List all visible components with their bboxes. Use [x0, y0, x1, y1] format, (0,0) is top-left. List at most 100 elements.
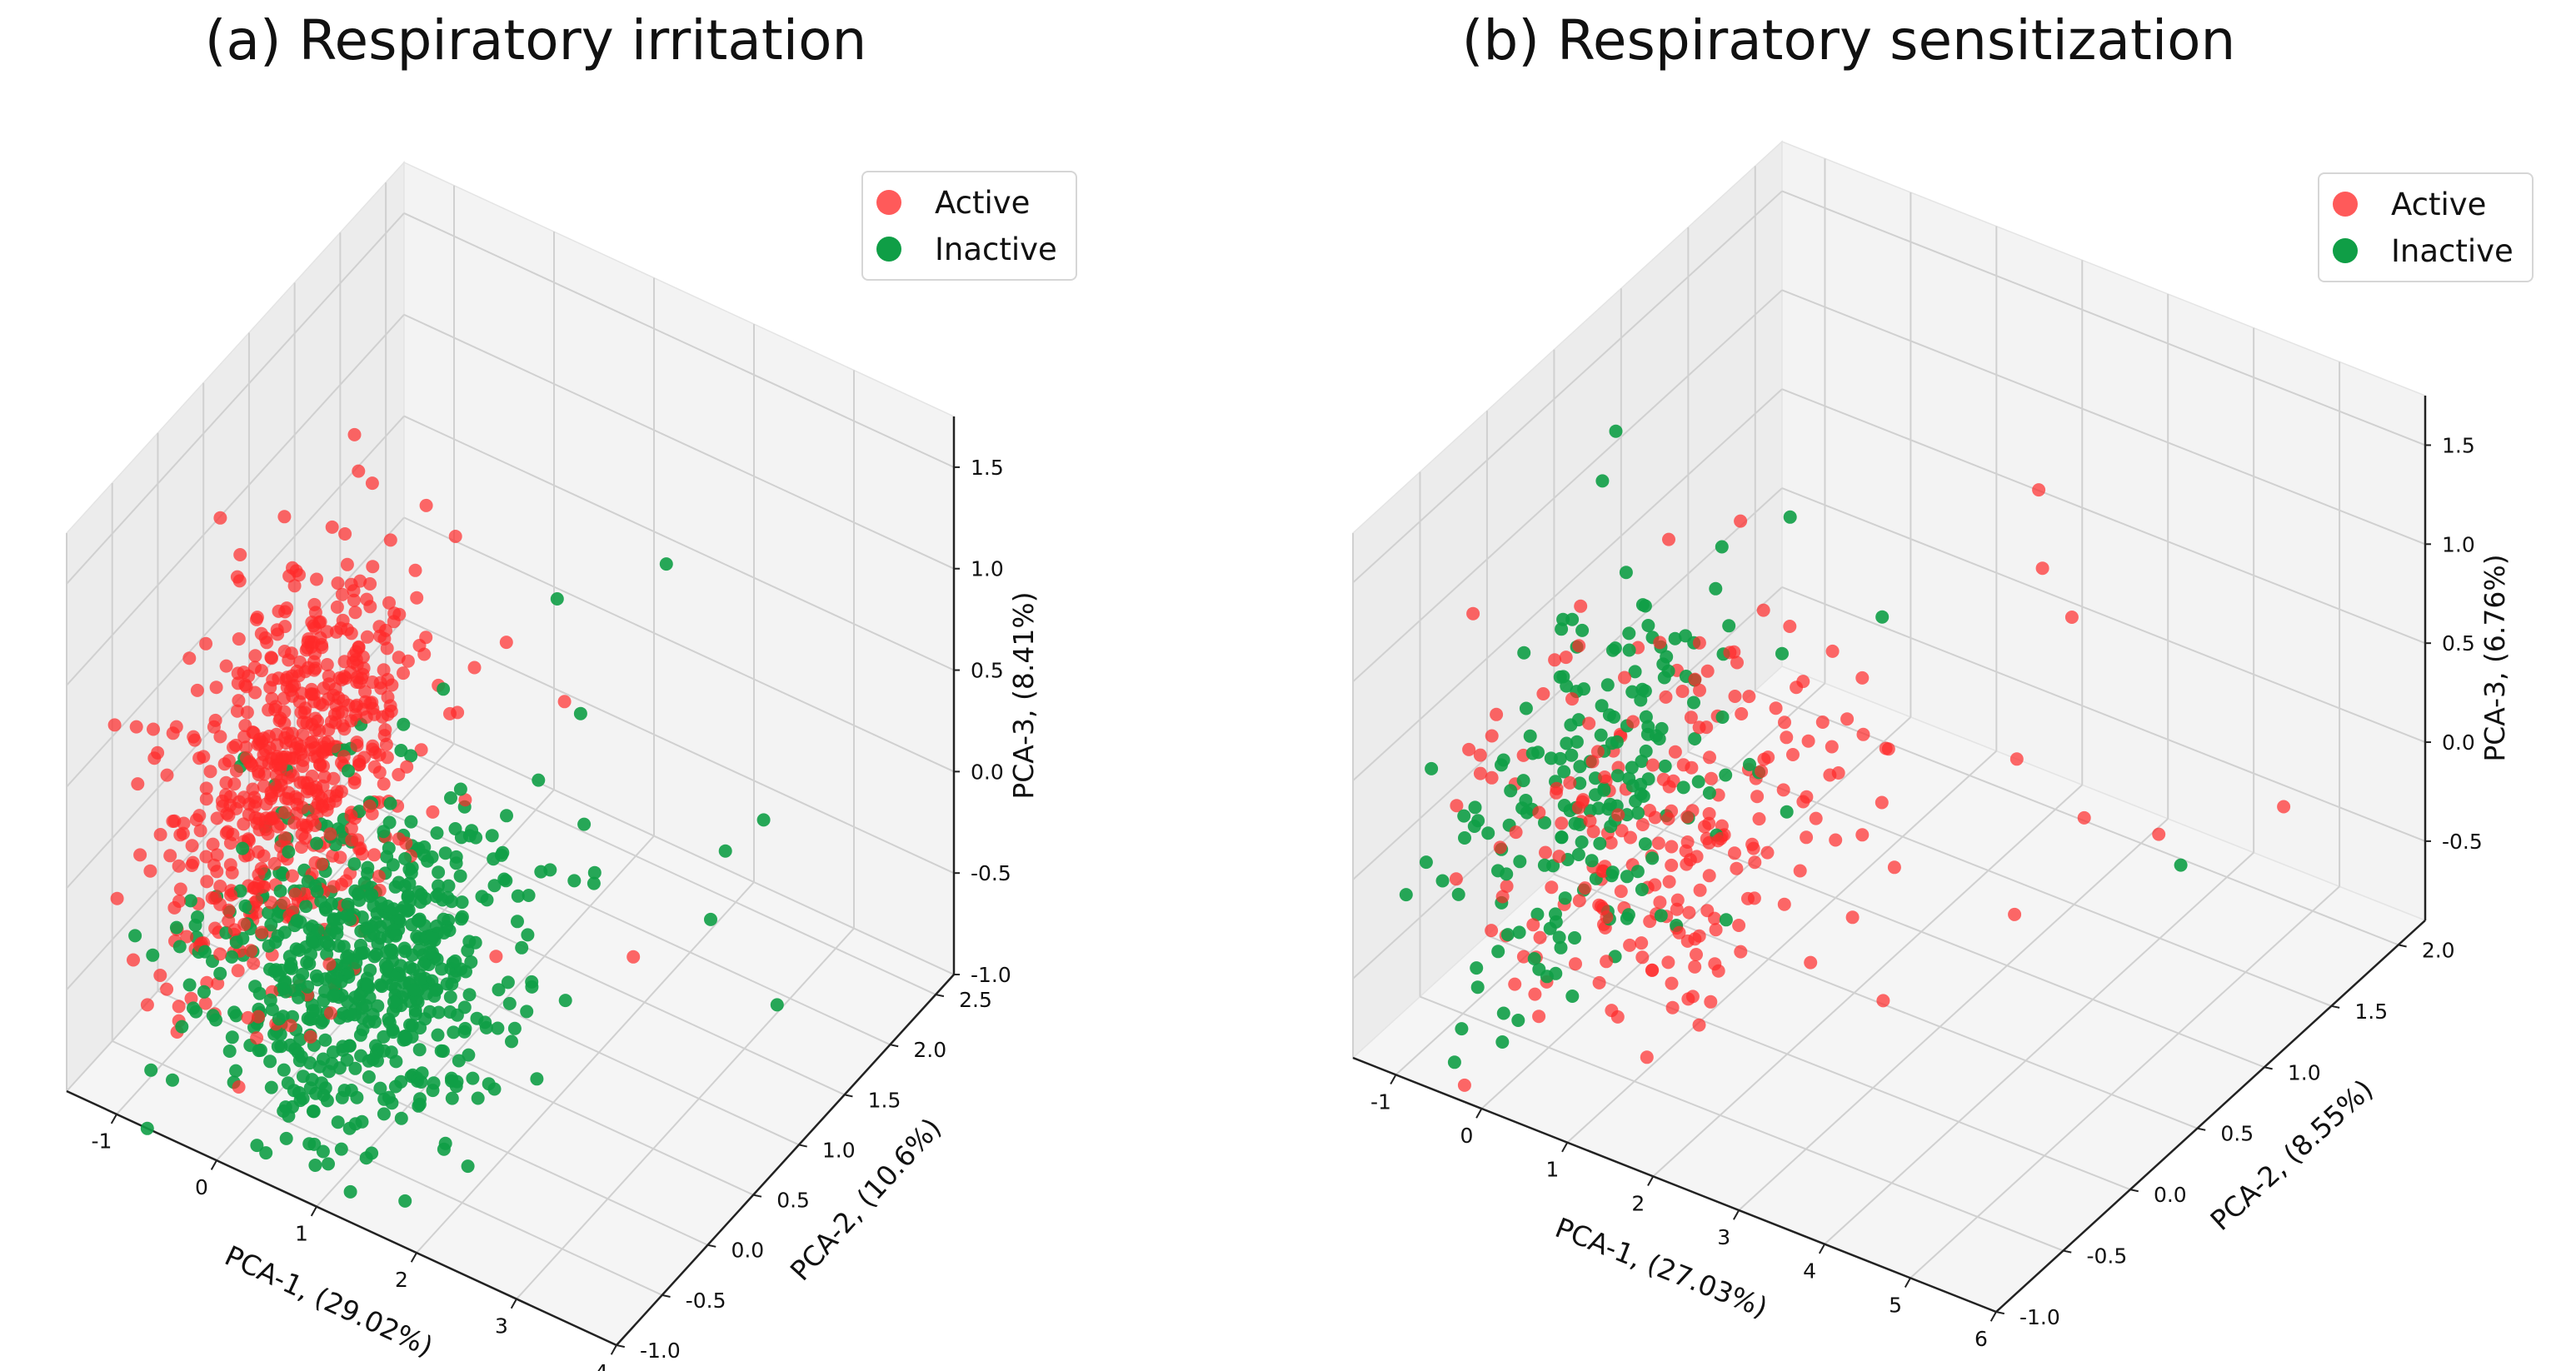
data-point-active [2035, 561, 2049, 576]
y-tick-label: -0.5 [2086, 1244, 2127, 1269]
chart-panel-a: (a) Respiratory irritation -1 0 1 2 3 4 -1.0 -0… [65, 8, 1077, 1371]
x-axis-line [66, 1089, 617, 1347]
data-point-active [1545, 880, 1559, 895]
data-point-inactive [1691, 775, 1705, 789]
data-point-inactive [322, 1064, 336, 1079]
data-point-inactive [431, 1028, 445, 1042]
data-point-inactive [388, 929, 402, 943]
data-point-active [160, 768, 174, 782]
data-point-active [294, 840, 308, 854]
inactive-marker-icon [2333, 238, 2358, 263]
data-point-active [192, 809, 207, 823]
data-point-inactive [277, 1104, 291, 1118]
grid-line [1781, 388, 2426, 645]
data-point-inactive [1538, 815, 1551, 830]
data-point-active [317, 740, 331, 754]
data-point-active [1559, 651, 1573, 665]
y-tick-label-mark [616, 1344, 626, 1349]
data-point-active [338, 671, 352, 686]
data-point-inactive [238, 899, 252, 913]
data-point-active [360, 630, 374, 644]
data-point-active [1692, 636, 1706, 650]
data-point-inactive [1558, 891, 1572, 905]
data-point-inactive [1631, 806, 1645, 820]
data-point-active [1526, 918, 1540, 932]
data-point-inactive [144, 1063, 158, 1077]
data-point-inactive [282, 845, 296, 859]
chart-title: (a) Respiratory irritation [204, 8, 867, 72]
data-point-inactive [370, 906, 384, 920]
x-tick-label: 5 [1889, 1293, 1902, 1317]
data-point-active [293, 656, 307, 669]
data-point-active [231, 964, 245, 978]
data-point-active [288, 887, 302, 901]
data-point-inactive [302, 1137, 317, 1151]
data-point-inactive [1560, 679, 1574, 693]
data-point-inactive [1620, 870, 1634, 884]
data-point-inactive [387, 995, 401, 1009]
data-point-inactive [1435, 874, 1450, 888]
data-point-active [1569, 957, 1582, 971]
grid-line [1824, 851, 2254, 1245]
data-point-inactive [465, 824, 479, 838]
data-point-inactive [272, 1012, 286, 1026]
data-point-active [1800, 790, 1814, 804]
data-point-active [1670, 902, 1684, 916]
data-point-inactive [1549, 915, 1563, 929]
data-point-active [1572, 894, 1586, 908]
data-point-active [1665, 840, 1679, 854]
data-point-inactive [229, 1064, 243, 1078]
data-point-active [153, 969, 167, 982]
data-point-inactive [401, 890, 415, 904]
data-point-active [1723, 646, 1737, 660]
data-point-inactive [718, 844, 732, 858]
data-point-inactive [225, 1030, 239, 1044]
data-point-active [1855, 828, 1870, 842]
data-point-inactive [425, 850, 439, 864]
data-point-active [273, 762, 287, 776]
data-point-active [239, 750, 253, 765]
data-point-inactive [1575, 835, 1589, 849]
data-point-inactive [397, 717, 411, 731]
data-point-active [289, 564, 303, 578]
data-point-active [198, 996, 212, 1010]
y-tick-label-mark [1995, 1311, 2005, 1315]
data-point-active [1653, 636, 1667, 650]
data-point-inactive [1600, 678, 1615, 692]
data-point-inactive [188, 918, 202, 932]
data-point-active [203, 765, 217, 779]
data-point-inactive [1635, 598, 1650, 612]
data-point-active [330, 600, 344, 614]
data-point-active [258, 744, 272, 757]
data-point-inactive [429, 890, 443, 904]
data-point-active [247, 800, 262, 814]
data-point-inactive [530, 1072, 544, 1086]
data-point-inactive [492, 983, 506, 997]
data-point-inactive [1568, 931, 1581, 945]
data-point-inactive [402, 876, 417, 890]
data-point-inactive [296, 1091, 310, 1105]
active-marker-icon [876, 190, 901, 215]
data-point-active [352, 757, 367, 771]
x-tick-label-mark [310, 1206, 317, 1217]
grid-line [1781, 190, 2426, 446]
data-point-active [1645, 758, 1660, 772]
data-point-active [1550, 781, 1564, 795]
data-point-inactive [197, 945, 212, 959]
data-point-inactive [317, 1052, 330, 1066]
y-tick-label-mark [890, 1044, 899, 1048]
data-point-active [1596, 901, 1610, 915]
data-point-active [232, 632, 246, 646]
data-point-inactive [331, 1115, 345, 1129]
scatter3d-plot-a: -101234-1.0-0.50.00.51.01.52.02.5-1.0-0.… [65, 161, 1040, 1371]
data-point-active [1665, 976, 1679, 990]
data-point-active [1665, 1000, 1680, 1015]
data-point-active [2008, 907, 2022, 921]
data-point-active [323, 1006, 337, 1020]
data-point-inactive [558, 994, 572, 1008]
data-point-inactive [394, 1111, 408, 1125]
data-point-active [230, 704, 244, 718]
grid-line [1652, 784, 2083, 1178]
data-point-inactive [1425, 761, 1439, 775]
data-point-inactive [1640, 727, 1655, 741]
